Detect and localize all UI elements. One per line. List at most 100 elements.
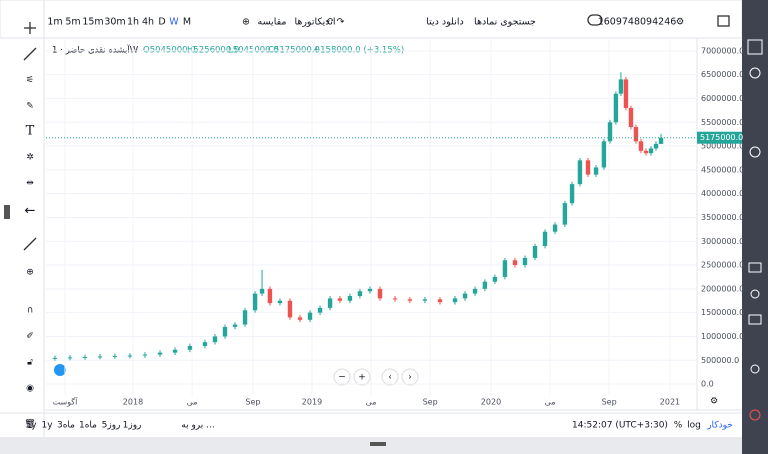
candle-body (618, 79, 624, 94)
axis-settings-icon[interactable]: ⚙ (710, 397, 718, 407)
lock-tool[interactable]: 🔓︎ (27, 358, 33, 368)
account-id[interactable]: 1609748094246 (598, 17, 677, 28)
auto-toggle[interactable]: خودکار (706, 421, 733, 431)
candle-body (222, 326, 228, 337)
candle-body (633, 127, 639, 142)
candle-body (562, 203, 568, 225)
last-price-label: 5175000.0 (700, 133, 743, 142)
brush-tool[interactable]: ✎ (26, 102, 34, 112)
x-tick-label: می (366, 398, 377, 407)
y-tick-label: 7000000.0 (701, 46, 744, 55)
interval-button[interactable]: M (183, 17, 191, 28)
x-tick-label: 2021 (660, 398, 680, 407)
candle-body (392, 298, 398, 300)
globe-icon[interactable] (749, 146, 761, 158)
search-icon[interactable] (749, 67, 761, 79)
interval-button[interactable]: 30m (104, 17, 125, 28)
interval-button[interactable]: 4h (142, 17, 154, 28)
interval-button[interactable]: 1h (127, 17, 139, 28)
zoom-out[interactable] (333, 368, 351, 386)
range-button[interactable]: 1روز (123, 421, 142, 431)
range-button[interactable]: 3ماه (57, 421, 75, 431)
candle-body (658, 137, 664, 144)
candle-body (492, 276, 498, 282)
measure-tool[interactable]: ⇹ (26, 179, 34, 189)
range-button[interactable]: 5روز (102, 421, 121, 431)
candle-body (452, 298, 458, 303)
log-toggle[interactable]: log (687, 421, 701, 431)
scroll-left[interactable] (381, 368, 399, 386)
settings-side-icon[interactable] (750, 364, 760, 374)
zoom-in-icon[interactable]: + (358, 373, 366, 383)
trash-tool[interactable]: 🗑︎ (24, 419, 35, 430)
back-tool[interactable]: ← (25, 204, 36, 219)
chat-icon[interactable] (748, 314, 762, 325)
candle-body (277, 300, 283, 304)
candle-body (585, 160, 591, 175)
compare-icon[interactable]: ⊕ (242, 17, 250, 28)
logo-icon (54, 364, 66, 376)
compare-button[interactable]: مقایسه (257, 17, 286, 28)
range-button[interactable]: 1ماه (79, 421, 97, 431)
y-tick-label: 6500000.0 (701, 70, 744, 79)
goto-button[interactable]: برو به ... (181, 421, 214, 431)
calendar-icon[interactable] (748, 262, 762, 273)
interval-button[interactable]: 1m (47, 17, 62, 28)
candle-body (569, 184, 575, 204)
y-tick-label: 3000000.0 (701, 237, 744, 246)
candle-body (482, 281, 488, 289)
text-tool[interactable]: T (26, 124, 35, 139)
trendline-tool[interactable] (23, 47, 37, 61)
magnet-tool[interactable]: ∩ (27, 306, 34, 316)
interval-button[interactable]: W (169, 17, 179, 28)
percent-toggle[interactable]: % (674, 421, 683, 431)
scroll-right-icon[interactable]: › (408, 373, 412, 383)
scroll-left-icon[interactable]: ‹ (388, 373, 392, 383)
candle-body (297, 317, 303, 320)
symbol-search[interactable]: جستجوی نمادها (474, 17, 536, 28)
pattern-tool[interactable]: ✲ (26, 153, 34, 163)
alert-icon[interactable] (750, 289, 760, 299)
ruler-tool[interactable] (23, 237, 37, 251)
watchlist-icon[interactable] (747, 39, 763, 55)
zoom-controls: − + ‹ › (333, 368, 419, 386)
zoom-out-icon[interactable]: − (338, 373, 346, 383)
crosshair-icon[interactable] (24, 22, 36, 34)
sidebar-icons (747, 39, 763, 421)
interval-button[interactable]: D (158, 17, 165, 28)
zoom-in[interactable] (353, 368, 371, 386)
zoom-tool[interactable]: ⊕ (26, 268, 34, 278)
collapse-handle[interactable] (4, 205, 10, 219)
camera-icon[interactable] (717, 15, 730, 27)
y-tick-label: 2500000.0 (701, 261, 744, 270)
candle-body (52, 357, 58, 359)
interval-button[interactable]: 15m (82, 17, 103, 28)
candle-body (267, 288, 273, 304)
cloud-icon[interactable] (587, 14, 603, 26)
candle-body (347, 295, 353, 301)
x-tick-label: آگوست (53, 397, 79, 407)
x-tick-label: 2020 (481, 398, 501, 407)
power-icon[interactable] (749, 409, 761, 421)
undo-icon[interactable]: ↶ ↷ (326, 17, 345, 28)
candle-body (407, 299, 413, 301)
candle-body (462, 293, 468, 299)
lock-draw-tool[interactable]: ✐ (26, 332, 34, 342)
eye-tool[interactable]: ◉ (26, 384, 34, 394)
scroll-right[interactable] (401, 368, 419, 386)
download-button[interactable]: دانلود دیتا (426, 17, 463, 28)
resize-handle[interactable] (370, 442, 386, 446)
range-button[interactable]: 5y (25, 421, 37, 431)
candle-body (337, 298, 343, 301)
range-button[interactable]: 1y (41, 421, 53, 431)
x-tick-label: Sep (245, 398, 260, 407)
x-tick-label: Sep (423, 398, 438, 407)
indicators-button[interactable]: اندیکاتورها (294, 17, 335, 28)
settings-icon[interactable]: ⚙ (676, 17, 685, 28)
interval-button[interactable]: 5m (65, 17, 80, 28)
candle-body (259, 288, 265, 294)
candle-body (613, 93, 619, 123)
fib-tool[interactable]: ⚟ (26, 76, 34, 86)
